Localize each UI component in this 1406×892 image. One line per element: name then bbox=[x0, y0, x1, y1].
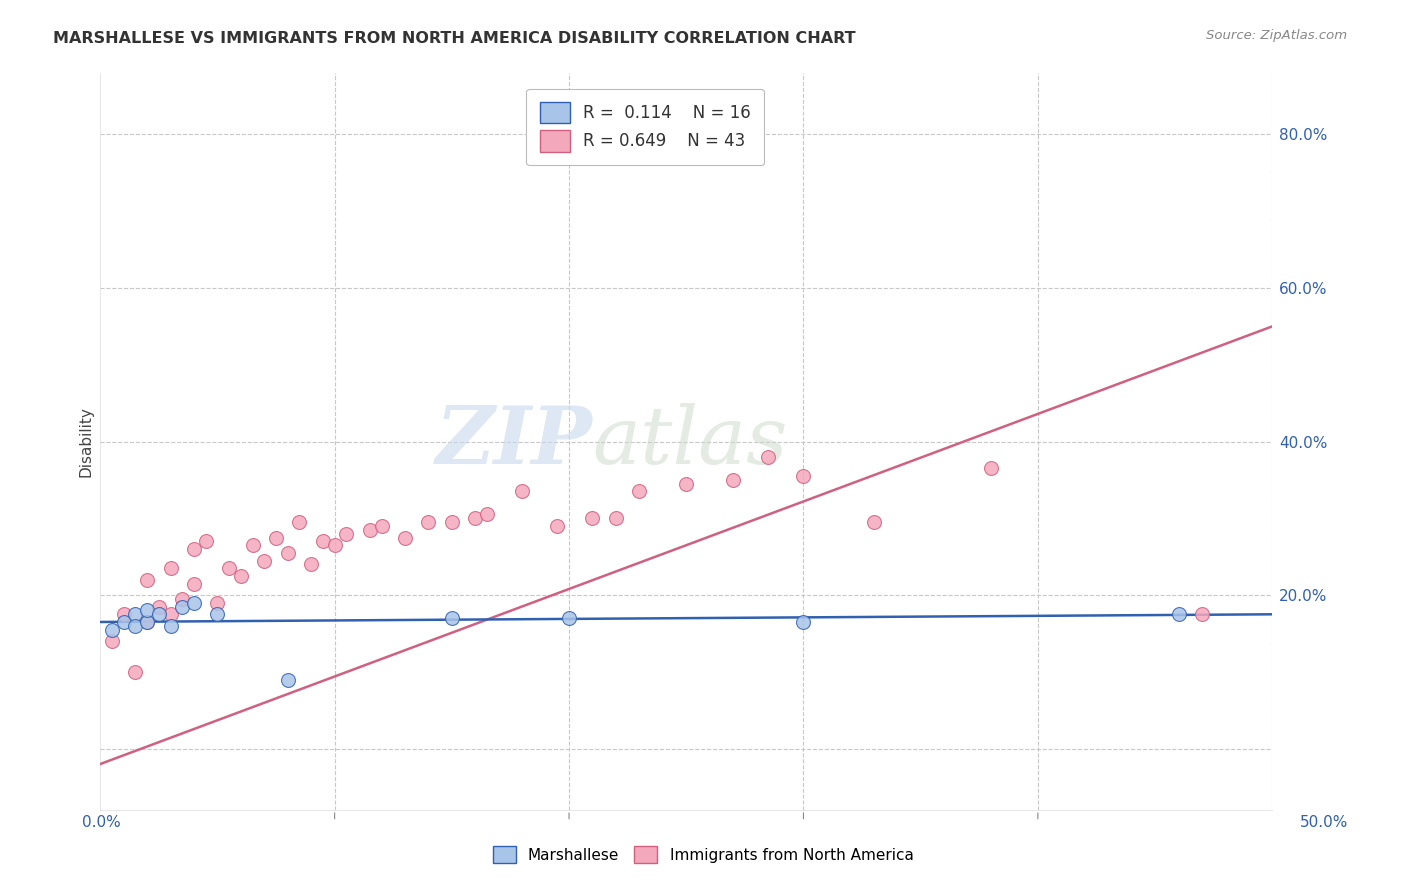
Point bbox=[148, 607, 170, 622]
Point bbox=[335, 526, 357, 541]
Point bbox=[183, 542, 205, 557]
Text: Source: ZipAtlas.com: Source: ZipAtlas.com bbox=[1206, 29, 1347, 42]
Text: MARSHALLESE VS IMMIGRANTS FROM NORTH AMERICA DISABILITY CORRELATION CHART: MARSHALLESE VS IMMIGRANTS FROM NORTH AME… bbox=[53, 31, 856, 46]
Point bbox=[124, 607, 146, 622]
Point bbox=[792, 469, 814, 483]
Point bbox=[264, 531, 287, 545]
Point bbox=[628, 484, 651, 499]
Point bbox=[159, 607, 181, 622]
Point bbox=[370, 519, 392, 533]
Text: 0.0%: 0.0% bbox=[82, 815, 121, 830]
Point bbox=[418, 515, 440, 529]
Point bbox=[359, 523, 381, 537]
Point bbox=[675, 476, 697, 491]
Point bbox=[253, 553, 276, 567]
Y-axis label: Disability: Disability bbox=[79, 406, 93, 477]
Point bbox=[862, 515, 884, 529]
Point bbox=[980, 461, 1002, 475]
Point bbox=[148, 599, 170, 614]
Point bbox=[299, 558, 322, 572]
Point bbox=[112, 607, 135, 622]
Point bbox=[475, 508, 498, 522]
Point bbox=[277, 673, 299, 687]
Point bbox=[136, 615, 159, 629]
Point bbox=[312, 534, 335, 549]
Point bbox=[172, 599, 194, 614]
Point bbox=[1167, 607, 1189, 622]
Text: 50.0%: 50.0% bbox=[1301, 815, 1348, 830]
Point bbox=[792, 615, 814, 629]
Text: ZIP: ZIP bbox=[436, 403, 592, 480]
Point bbox=[229, 569, 252, 583]
Text: atlas: atlas bbox=[592, 403, 787, 480]
Point bbox=[136, 603, 159, 617]
Point bbox=[605, 511, 627, 525]
Point bbox=[136, 615, 159, 629]
Point bbox=[440, 515, 463, 529]
Point bbox=[101, 623, 124, 637]
Point bbox=[172, 591, 194, 606]
Point bbox=[581, 511, 603, 525]
Point bbox=[207, 607, 229, 622]
Point bbox=[194, 534, 217, 549]
Point bbox=[112, 615, 135, 629]
Point bbox=[207, 596, 229, 610]
Point bbox=[242, 538, 264, 552]
Point bbox=[1191, 607, 1213, 622]
Legend: R =  0.114    N = 16, R = 0.649    N = 43: R = 0.114 N = 16, R = 0.649 N = 43 bbox=[526, 88, 763, 165]
Point bbox=[323, 538, 346, 552]
Point bbox=[440, 611, 463, 625]
Point bbox=[124, 665, 146, 679]
Point bbox=[721, 473, 744, 487]
Point bbox=[183, 576, 205, 591]
Point bbox=[101, 634, 124, 648]
Legend: Marshallese, Immigrants from North America: Marshallese, Immigrants from North Ameri… bbox=[485, 838, 921, 871]
Point bbox=[288, 515, 311, 529]
Point bbox=[464, 511, 486, 525]
Point bbox=[558, 611, 581, 625]
Point bbox=[218, 561, 240, 575]
Point bbox=[277, 546, 299, 560]
Point bbox=[546, 519, 568, 533]
Point bbox=[159, 619, 181, 633]
Point bbox=[756, 450, 779, 464]
Point bbox=[183, 596, 205, 610]
Point bbox=[124, 619, 146, 633]
Point bbox=[159, 561, 181, 575]
Point bbox=[510, 484, 533, 499]
Point bbox=[136, 573, 159, 587]
Point bbox=[394, 531, 416, 545]
